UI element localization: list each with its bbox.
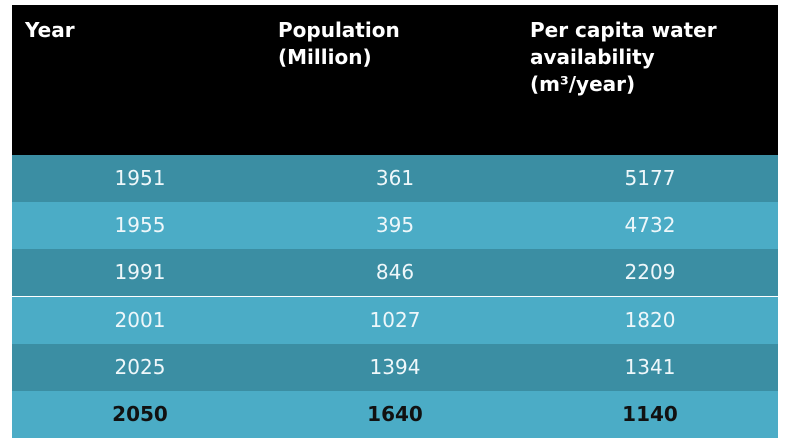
table-row: 1955 395 4732 <box>12 202 778 250</box>
table-row: 2001 1027 1820 <box>12 296 778 344</box>
table-cell: 1394 <box>369 354 421 379</box>
table-cell: 1820 <box>624 307 676 332</box>
header-text: Population <box>278 18 400 42</box>
table-cell: 1640 <box>367 402 423 426</box>
table-row: 2050 1640 1140 <box>12 391 778 438</box>
header-cell: Population (Million) <box>278 17 400 71</box>
table-cell: 395 <box>375 213 415 238</box>
table: Year Population (Million) Per capita water a… <box>12 5 778 438</box>
table-cell: 2001 <box>114 307 166 332</box>
table-header: Year Population (Million) Per capita water a… <box>12 5 778 155</box>
table-cell: 1341 <box>624 354 676 379</box>
table-row: 2025 1394 1341 <box>12 343 778 391</box>
table-cell: 361 <box>375 166 415 190</box>
header-text: (m³/year) <box>530 72 636 96</box>
header-text: availability <box>530 45 655 69</box>
header-text: Per capita water <box>530 18 717 42</box>
table-cell: 2209 <box>624 260 676 285</box>
header-text: (Million) <box>278 45 372 69</box>
table-cell: 846 <box>375 260 415 285</box>
table-cell: 1140 <box>622 402 678 426</box>
table-cell: 1991 <box>114 260 166 285</box>
table-cell: 2025 <box>114 354 166 379</box>
table-cell: 5177 <box>624 166 676 190</box>
table-cell: 4732 <box>624 213 676 238</box>
header-cell: Per capita water availability (m³/year) <box>530 17 717 98</box>
table-row: 1951 361 5177 <box>12 155 778 202</box>
header-cell: Year <box>25 17 75 44</box>
table-row: 1991 846 2209 <box>12 249 778 297</box>
table-cell: 1955 <box>114 213 166 238</box>
table-cell: 1027 <box>369 307 421 332</box>
table-cell: 1951 <box>114 166 166 190</box>
table-cell: 2050 <box>112 402 168 426</box>
header-text: Year <box>25 18 75 42</box>
